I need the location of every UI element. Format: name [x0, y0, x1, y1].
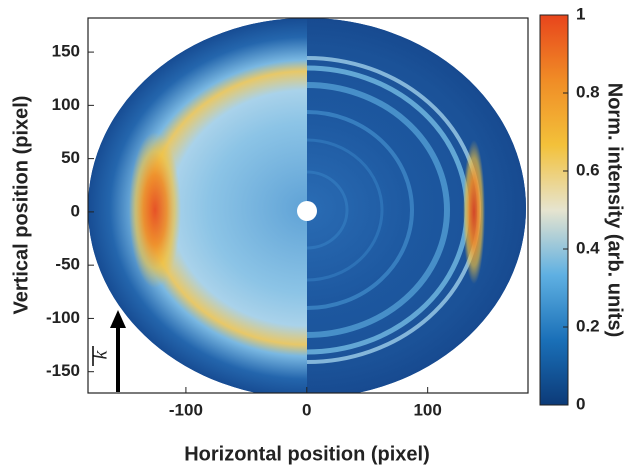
- y-tick-label: 0: [71, 201, 80, 220]
- x-tick-label: -100: [169, 400, 203, 419]
- colorbar-tick-label: 0.4: [576, 238, 600, 257]
- colorbar-tick-label: 1: [576, 4, 585, 23]
- y-tick-label: 150: [52, 42, 80, 61]
- x-axis-label: Horizontal position (pixel): [184, 443, 430, 465]
- y-tick-label: -150: [46, 361, 80, 380]
- right-half: [307, 18, 526, 393]
- y-axis-label: Vertical position (pixel): [10, 96, 32, 315]
- y-tick-label: 100: [52, 95, 80, 114]
- x-tick-label: 100: [413, 400, 441, 419]
- hot-band: [129, 132, 181, 288]
- annotation: k: [90, 349, 112, 359]
- colorbar-tick-label: 0.8: [576, 82, 600, 101]
- center-hole: [297, 201, 317, 221]
- x-tick-label: 0: [302, 400, 311, 419]
- colorbar-tick-label: 0.6: [576, 160, 600, 179]
- y-tick-label: 50: [61, 148, 80, 167]
- colorbar-tick-label: 0: [576, 394, 585, 413]
- left-half: [88, 18, 307, 393]
- y-tick-label: -100: [46, 308, 80, 327]
- image: [88, 18, 526, 393]
- axes-frame: [87, 17, 529, 394]
- y-tick-label: -50: [55, 255, 80, 274]
- colorbar-label: Norm. intensity (arb. units): [604, 83, 626, 337]
- arrow-head: [110, 310, 126, 328]
- colorbar-tick-label: 0.2: [576, 316, 600, 335]
- colorbar: [539, 14, 569, 406]
